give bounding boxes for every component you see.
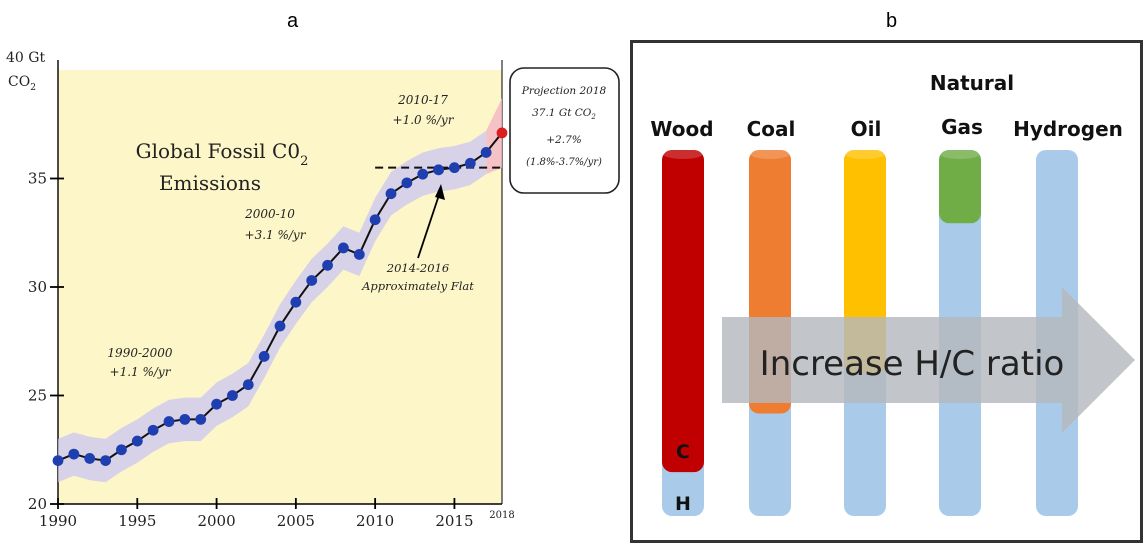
oil-bar-top-highlight xyxy=(845,149,885,159)
natural-gas-bar-carbon xyxy=(939,150,981,224)
y-ticks: 20 25 30 35 xyxy=(28,170,64,513)
data-point-1995 xyxy=(131,435,143,447)
projection-point-2018 xyxy=(496,127,508,139)
data-point-1992 xyxy=(84,453,96,464)
y-tick-label-35: 35 xyxy=(28,170,47,188)
data-point-2010 xyxy=(369,214,381,226)
x-tick-label-2015: 2015 xyxy=(435,512,473,530)
arrow-label: Increase H/C ratio xyxy=(760,344,1065,384)
data-point-2014 xyxy=(433,164,444,176)
x-ticks: 1990 1995 2000 2005 2010 2015 2018 xyxy=(39,498,515,530)
x-tick-label-2000: 2000 xyxy=(197,512,235,530)
x-tick-label-2005: 2005 xyxy=(277,512,315,530)
data-point-1994 xyxy=(116,444,127,456)
data-point-1998 xyxy=(179,413,191,425)
projection-value: 37.1 Gt CO2 xyxy=(532,107,596,121)
annotation-1990-2000-rate: +1.1 %/yr xyxy=(110,365,172,379)
y-unit-line2: CO2 xyxy=(8,74,36,93)
data-point-1999 xyxy=(195,413,207,425)
wood-bar-top-highlight xyxy=(663,149,703,159)
data-point-2005 xyxy=(290,296,302,308)
label-coal: Coal xyxy=(747,117,796,141)
projection-callout-box xyxy=(509,67,620,194)
annotation-1990-2000: 1990-2000 xyxy=(107,346,172,360)
y-tick-label-25: 25 xyxy=(28,387,47,405)
emissions-chart: 20 25 30 35 1990 1995 2000 2005 2010 2015 2018 40… xyxy=(6,50,620,530)
data-point-2013 xyxy=(417,168,429,180)
data-point-2009 xyxy=(353,249,365,260)
annotation-2010-17-rate: +1.0 %/yr xyxy=(393,113,455,127)
panel-a-letter: a xyxy=(287,10,299,32)
label-wood: Wood xyxy=(650,117,713,141)
data-point-1997 xyxy=(163,416,175,427)
x-tick-label-1995: 1995 xyxy=(118,512,156,530)
coal-bar-top-highlight xyxy=(750,149,790,159)
label-hydrogen: Hydrogen xyxy=(1013,117,1123,141)
x-tick-label-2018: 2018 xyxy=(489,510,514,521)
flat-annotation-arrowhead xyxy=(435,184,445,200)
x-tick-label-2010: 2010 xyxy=(356,512,394,530)
label-oil: Oil xyxy=(851,117,882,141)
data-point-2002 xyxy=(242,379,254,391)
projection-title: Projection 2018 xyxy=(521,85,607,97)
data-point-2017 xyxy=(480,147,492,158)
data-point-2012 xyxy=(401,177,413,189)
annotation-approximately-flat: Approximately Flat xyxy=(361,279,474,293)
data-point-1993 xyxy=(100,455,111,466)
annotation-2014-2016: 2014-2016 xyxy=(386,261,449,275)
data-point-1996 xyxy=(147,424,159,436)
data-point-1990 xyxy=(52,455,64,466)
projection-range: (1.8%-3.7%/yr) xyxy=(526,157,602,168)
label-natural: Natural xyxy=(930,71,1014,95)
data-point-2008 xyxy=(338,242,349,254)
data-point-2015 xyxy=(449,162,460,174)
label-gas: Gas xyxy=(941,115,983,139)
data-point-2011 xyxy=(385,188,397,200)
projection-rate: +2.7% xyxy=(546,134,581,146)
data-point-2001 xyxy=(227,390,238,401)
data-point-2006 xyxy=(306,275,318,286)
y-tick-label-20: 20 xyxy=(28,495,47,513)
emissions-line xyxy=(57,151,487,462)
data-point-2004 xyxy=(274,320,286,332)
hc-ratio-diagram: Increase H/C ratio Wood Coal Oil Natural… xyxy=(630,40,1143,543)
data-point-1991 xyxy=(68,448,80,460)
annotation-2000-10-rate: +3.1 %/yr xyxy=(245,228,307,242)
panel-b-letter: b xyxy=(886,10,898,32)
x-tick-label-1990: 1990 xyxy=(39,512,77,530)
data-point-2003 xyxy=(258,351,270,362)
wood-hydrogen-label: H xyxy=(675,493,691,515)
chart-title-line2: Emissions xyxy=(159,171,261,195)
data-point-2000 xyxy=(211,398,222,410)
y-unit-line1: 40 Gt xyxy=(6,50,45,66)
annotation-2010-17: 2010-17 xyxy=(397,93,448,107)
wood-bar-carbon xyxy=(662,150,704,473)
increase-ratio-arrow xyxy=(722,287,1135,433)
y-tick-label-30: 30 xyxy=(28,278,47,296)
data-point-2016 xyxy=(464,157,476,169)
data-point-2007 xyxy=(322,259,333,271)
flat-annotation-arrow-line xyxy=(417,188,442,259)
wood-carbon-label: C xyxy=(676,441,690,463)
emissions-series xyxy=(52,127,508,466)
natural-gas-bar-top-highlight xyxy=(940,149,980,159)
chart-title-line1: Global Fossil C02 xyxy=(136,139,309,169)
annotation-2000-10: 2000-10 xyxy=(244,207,295,221)
